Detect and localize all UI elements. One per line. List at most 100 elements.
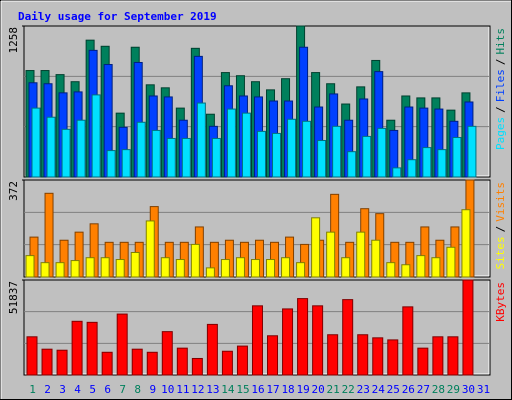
x-tick-label: 3 bbox=[59, 383, 66, 396]
bar bbox=[297, 298, 309, 376]
bar bbox=[175, 259, 185, 278]
y-tick-label: 51837 bbox=[7, 281, 20, 314]
x-tick-label: 30 bbox=[462, 383, 475, 396]
bar bbox=[236, 345, 248, 376]
bar bbox=[356, 231, 366, 278]
bar bbox=[287, 118, 297, 178]
bar bbox=[326, 231, 336, 278]
bar bbox=[106, 150, 116, 178]
bar bbox=[461, 209, 471, 278]
x-tick-label: 7 bbox=[119, 383, 126, 396]
legend-entry: KBytes bbox=[494, 282, 507, 322]
x-tick-label: 21 bbox=[327, 383, 340, 396]
bar bbox=[181, 137, 191, 178]
x-tick-label: 2 bbox=[44, 383, 51, 396]
legend-entry: Hits bbox=[494, 28, 507, 55]
bar bbox=[41, 348, 53, 376]
bar bbox=[205, 267, 215, 278]
bar bbox=[341, 257, 351, 278]
bar bbox=[377, 127, 387, 178]
bar bbox=[266, 259, 276, 278]
bar bbox=[431, 257, 441, 278]
bar bbox=[176, 347, 188, 376]
bar bbox=[407, 159, 417, 178]
bar bbox=[446, 246, 456, 278]
bar bbox=[437, 149, 447, 178]
x-tick-label: 17 bbox=[266, 383, 279, 396]
x-tick-label: 6 bbox=[104, 383, 111, 396]
legend-entry: Pages bbox=[494, 117, 507, 150]
bar bbox=[281, 257, 291, 278]
bar bbox=[267, 335, 279, 376]
bar bbox=[251, 305, 263, 376]
bar bbox=[327, 334, 339, 376]
legend-entry: Sites bbox=[494, 236, 507, 269]
x-tick-label: 14 bbox=[221, 383, 235, 396]
bar bbox=[220, 259, 230, 278]
x-tick-label: 26 bbox=[402, 383, 415, 396]
bar bbox=[116, 313, 128, 376]
legend-separator: / bbox=[494, 226, 507, 233]
legend-separator: / bbox=[494, 59, 507, 66]
bar bbox=[402, 306, 414, 376]
legend-entry: Visits bbox=[494, 182, 507, 222]
bar bbox=[250, 259, 260, 278]
bar bbox=[115, 259, 125, 278]
bar bbox=[371, 239, 381, 278]
bar bbox=[241, 112, 251, 178]
bar bbox=[347, 151, 357, 178]
bar bbox=[447, 336, 459, 376]
bar bbox=[221, 350, 233, 376]
x-tick-label: 23 bbox=[357, 383, 370, 396]
bar bbox=[86, 321, 98, 376]
bar bbox=[71, 320, 83, 376]
bar bbox=[100, 257, 110, 278]
x-tick-label: 24 bbox=[372, 383, 386, 396]
bar bbox=[56, 349, 68, 376]
bar bbox=[432, 336, 444, 376]
bar bbox=[190, 243, 200, 278]
legend: KBytes bbox=[494, 282, 507, 322]
bar bbox=[101, 351, 113, 376]
bar bbox=[422, 147, 432, 178]
bar bbox=[166, 137, 176, 178]
bar bbox=[70, 260, 80, 278]
x-tick-label: 9 bbox=[149, 383, 156, 396]
legend: Pages / Files / Hits bbox=[494, 28, 507, 150]
bar bbox=[26, 336, 38, 376]
x-tick-label: 31 bbox=[477, 383, 490, 396]
bar bbox=[226, 108, 236, 178]
x-tick-label: 19 bbox=[296, 383, 309, 396]
bar bbox=[161, 331, 173, 376]
x-tick-label: 1 bbox=[29, 383, 36, 396]
bar bbox=[311, 217, 321, 278]
bar bbox=[282, 308, 294, 376]
x-tick-label: 11 bbox=[176, 383, 189, 396]
x-tick-label: 13 bbox=[206, 383, 219, 396]
y-tick-label: 1258 bbox=[7, 27, 20, 54]
bar bbox=[206, 323, 218, 376]
bar bbox=[145, 220, 155, 278]
bar bbox=[191, 357, 203, 376]
chart-title: Daily usage for September 2019 bbox=[18, 10, 217, 23]
x-tick-label: 25 bbox=[387, 383, 400, 396]
bar bbox=[417, 347, 429, 376]
bar bbox=[211, 137, 221, 178]
bar bbox=[31, 107, 41, 178]
bar bbox=[61, 128, 71, 178]
x-tick-label: 22 bbox=[342, 383, 355, 396]
bar bbox=[416, 255, 426, 278]
legend-entry: Files bbox=[494, 69, 507, 102]
bar bbox=[151, 129, 161, 178]
bar bbox=[272, 132, 282, 178]
bar bbox=[85, 257, 95, 278]
bar bbox=[387, 339, 399, 376]
bar bbox=[130, 251, 140, 278]
legend-separator: / bbox=[494, 106, 507, 113]
bar bbox=[386, 262, 396, 278]
bar bbox=[357, 334, 369, 376]
x-tick-label: 15 bbox=[236, 383, 249, 396]
bar bbox=[196, 102, 206, 178]
bar bbox=[76, 119, 86, 178]
